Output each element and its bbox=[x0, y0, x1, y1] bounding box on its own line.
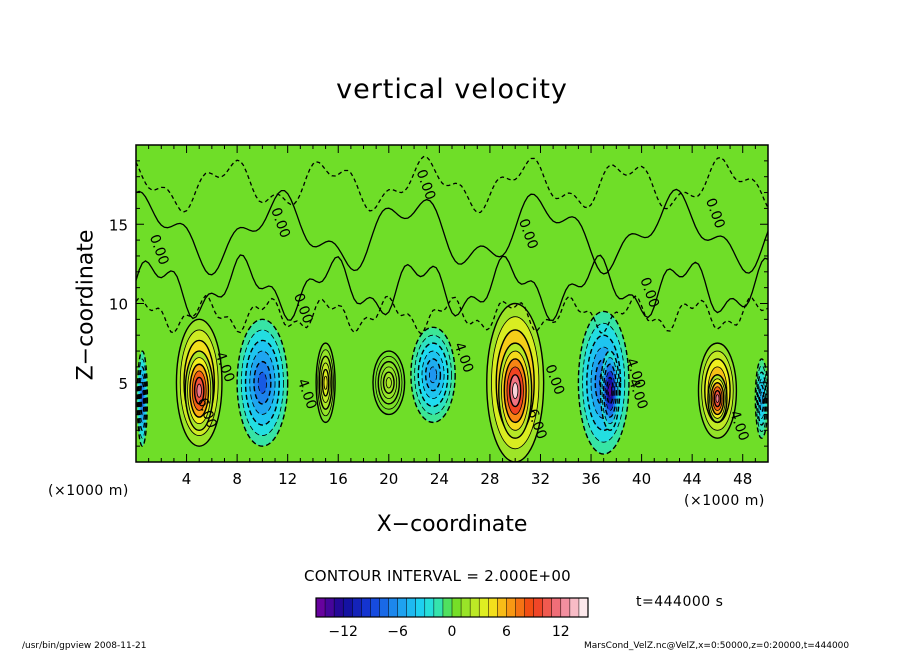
plot-background bbox=[136, 145, 768, 462]
colorbar-cell bbox=[442, 598, 453, 617]
footer-right: MarsCond_VelZ.nc@VelZ,x=0:50000,z=0:2000… bbox=[584, 641, 850, 651]
colorbar-cell bbox=[316, 598, 326, 617]
x-tick-label-24: 24 bbox=[430, 470, 449, 488]
contour-line bbox=[136, 294, 768, 335]
x-axis-unit-right: (×1000 m) bbox=[684, 493, 765, 509]
y-tick-label-15: 15 bbox=[109, 216, 128, 234]
contour-line bbox=[136, 188, 768, 276]
anomaly-cell-0-ring-5 bbox=[141, 390, 144, 407]
colorbar-tick-label-6: 6 bbox=[502, 624, 511, 640]
y-tick-label-10: 10 bbox=[109, 296, 128, 314]
colorbar-cell bbox=[533, 598, 543, 617]
x-axis-unit-left: (×1000 m) bbox=[48, 483, 129, 499]
x-tick-label-4: 4 bbox=[182, 470, 192, 488]
colorbar-tick-label--12: −12 bbox=[328, 624, 358, 640]
x-axis-label: X−coordinate bbox=[376, 512, 528, 537]
colorbar-tick-label-0: 0 bbox=[448, 624, 457, 640]
anomaly-cell-5-ring-5 bbox=[385, 377, 392, 389]
contour-line bbox=[136, 254, 768, 321]
colorbar-cell bbox=[461, 598, 471, 617]
x-tick-label-32: 32 bbox=[531, 470, 550, 488]
y-axis-label: Z−coordinate bbox=[73, 229, 99, 381]
colorbar-cell bbox=[470, 598, 480, 617]
colorbar-cell bbox=[379, 598, 389, 617]
colorbar-cell bbox=[452, 598, 462, 617]
anomaly-cell-2-ring-5 bbox=[196, 383, 202, 398]
x-tick-label-16: 16 bbox=[329, 470, 348, 488]
anomaly-cell-13-ring-5 bbox=[760, 391, 764, 406]
colorbar-cell bbox=[361, 598, 371, 617]
x-tick-label-28: 28 bbox=[480, 470, 499, 488]
colorbar-cell bbox=[542, 598, 553, 617]
colorbar-tick-label-12: 12 bbox=[552, 624, 570, 640]
colorbar-cell bbox=[578, 598, 589, 617]
colorbar-cell bbox=[370, 598, 380, 617]
colorbar-cell bbox=[415, 598, 426, 617]
colorbar-cell bbox=[406, 598, 417, 617]
colorbar-cell bbox=[569, 598, 580, 617]
anomaly-cell-10-ring-5 bbox=[608, 383, 612, 398]
colorbar-cell bbox=[560, 598, 571, 617]
colorbar-cell bbox=[515, 598, 525, 617]
colorbar-cell bbox=[343, 598, 353, 617]
colorbar-cell bbox=[352, 598, 362, 617]
x-tick-label-44: 44 bbox=[683, 470, 702, 488]
colorbar-tick-label--6: −6 bbox=[387, 624, 408, 640]
colorbar-frame bbox=[315, 597, 589, 618]
colorbar-cell bbox=[334, 598, 344, 617]
colorbar-cell bbox=[397, 598, 407, 617]
colorbar-cell bbox=[551, 598, 562, 617]
colorbar-cell bbox=[424, 598, 435, 617]
colorbar-cell bbox=[479, 598, 489, 617]
x-tick-label-48: 48 bbox=[733, 470, 752, 488]
colorbar-cell bbox=[524, 598, 534, 617]
y-tick-label-5: 5 bbox=[118, 375, 128, 393]
anomaly-cell-12-ring-5 bbox=[715, 394, 720, 403]
anomaly-cell-4-ring-5 bbox=[323, 375, 328, 390]
anomaly-cell-8-ring-5 bbox=[512, 382, 519, 399]
time-label: t=444000 s bbox=[636, 594, 724, 610]
x-tick-label-8: 8 bbox=[232, 470, 242, 488]
x-tick-label-36: 36 bbox=[581, 470, 600, 488]
footer-left: /usr/bin/gpview 2008-11-21 bbox=[22, 641, 147, 651]
colorbar-cell bbox=[433, 598, 444, 617]
colorbar-cell bbox=[388, 598, 398, 617]
contour-interval-label: CONTOUR INTERVAL = 2.000E+00 bbox=[304, 567, 572, 585]
colorbar-cell bbox=[488, 598, 498, 617]
anomaly-cell-6-ring-5 bbox=[428, 366, 438, 384]
x-tick-label-12: 12 bbox=[278, 470, 297, 488]
colorbar-cell bbox=[325, 598, 335, 617]
x-tick-label-40: 40 bbox=[632, 470, 651, 488]
colorbar-cell bbox=[506, 598, 516, 617]
anomaly-cell-3-ring-5 bbox=[257, 371, 268, 394]
x-tick-label-20: 20 bbox=[379, 470, 398, 488]
chart-title: vertical velocity bbox=[336, 74, 568, 105]
colorbar-cell bbox=[497, 598, 507, 617]
